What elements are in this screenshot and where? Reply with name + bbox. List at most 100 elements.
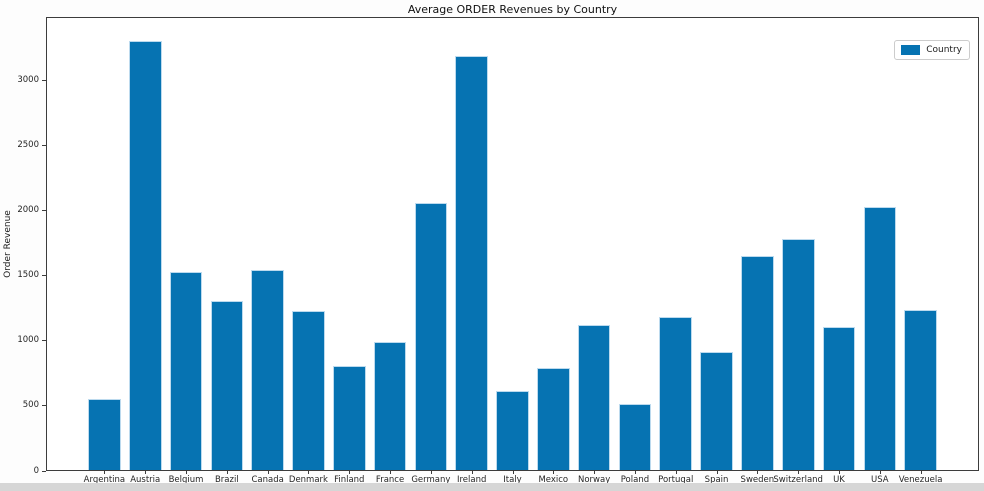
y-tick-label: 2000	[17, 205, 39, 216]
x-tick-mark	[512, 471, 514, 474]
bar-canada	[251, 269, 284, 470]
x-tick-mark	[594, 471, 596, 474]
bar-austria	[128, 41, 162, 470]
x-tick-label-uk: UK	[833, 475, 845, 485]
legend-swatch	[901, 45, 921, 55]
y-tick-label: 0	[33, 465, 39, 476]
x-tick-mark	[226, 471, 228, 474]
y-tick-mark	[42, 405, 46, 407]
bar-slot	[329, 18, 370, 470]
bar-poland	[618, 403, 652, 470]
x-tick-mark	[145, 471, 147, 474]
bar-italy	[496, 391, 529, 470]
x-tick-label-denmark: Denmark	[288, 475, 328, 485]
x-tick-label-belgium: Belgium	[168, 475, 204, 485]
x-tick-label-sweden: Sweden	[740, 475, 775, 485]
bars	[47, 18, 978, 470]
x-tick-label-austria: Austria	[130, 475, 161, 485]
x-tick-mark	[186, 471, 188, 474]
x-tick-label-ireland: Ireland	[456, 475, 487, 485]
x-tick-mark	[920, 471, 922, 474]
bar-germany	[414, 202, 448, 470]
x-tick-label-germany: Germany	[411, 475, 451, 485]
bar-ireland	[455, 56, 489, 470]
y-tick-mark	[42, 210, 46, 212]
x-tick-label-brazil: Brazil	[214, 475, 239, 485]
x-tick-mark	[471, 471, 473, 474]
bar-sweden	[741, 256, 774, 470]
legend-label: Country	[926, 45, 962, 55]
x-tick-mark	[879, 471, 881, 474]
bar-brazil	[210, 301, 244, 470]
bar-finland	[332, 366, 366, 470]
x-tick-label-italy: Italy	[503, 475, 522, 485]
bar-slot	[166, 18, 207, 470]
x-tick-mark	[675, 471, 677, 474]
x-tick-label-argentina: Argentina	[83, 475, 126, 485]
x-tick-mark	[716, 471, 718, 474]
x-tick-label-canada: Canada	[251, 475, 284, 485]
x-tick-label-france: France	[375, 475, 405, 485]
bar-norway	[577, 324, 611, 470]
bar-slot	[451, 18, 492, 470]
x-tick-label-finland: Finland	[334, 475, 365, 485]
bar-slot	[778, 18, 819, 470]
bar-slot	[411, 18, 452, 470]
bar-portugal	[659, 317, 693, 470]
plot-area: Country	[46, 17, 979, 471]
y-tick-label: 3000	[17, 75, 39, 86]
chart-title: Average ORDER Revenues by Country	[407, 3, 618, 16]
bar-slot	[125, 18, 166, 470]
bar-slot	[655, 18, 696, 470]
bar-slot	[819, 18, 860, 470]
x-tick-mark	[798, 471, 800, 474]
y-tick-label: 500	[22, 400, 39, 411]
x-tick-mark	[838, 471, 840, 474]
y-tick-mark	[42, 275, 46, 277]
bar-usa	[863, 207, 897, 470]
x-tick-label-norway: Norway	[577, 475, 611, 485]
y-tick-label: 2500	[17, 140, 39, 151]
bar-slot	[900, 18, 941, 470]
bar-slot	[574, 18, 615, 470]
bar-argentina	[88, 398, 121, 470]
bar-slot	[737, 18, 778, 470]
bottom-strip	[0, 483, 984, 491]
x-tick-label-portugal: Portugal	[658, 475, 694, 485]
bar-slot	[206, 18, 247, 470]
x-tick-mark	[634, 471, 636, 474]
bar-france	[373, 342, 407, 470]
y-tick-mark	[42, 340, 46, 342]
x-tick-label-usa: USA	[870, 475, 889, 485]
x-tick-label-mexico: Mexico	[538, 475, 569, 485]
x-tick-mark	[430, 471, 432, 474]
bar-belgium	[169, 271, 203, 470]
bar-slot	[492, 18, 533, 470]
bar-slot	[247, 18, 288, 470]
y-tick-label: 1500	[17, 270, 39, 281]
x-tick-label-poland: Poland	[620, 475, 650, 485]
y-tick-mark	[42, 80, 46, 82]
bar-slot	[859, 18, 900, 470]
x-tick-label-spain: Spain	[704, 475, 729, 485]
bar-denmark	[292, 310, 325, 470]
x-tick-mark	[349, 471, 351, 474]
bar-slot	[533, 18, 574, 470]
y-axis-label: Order Revenue	[3, 210, 13, 278]
x-tick-mark	[308, 471, 310, 474]
y-tick-mark	[42, 470, 46, 472]
bar-slot	[696, 18, 737, 470]
bar-switzerland	[781, 239, 815, 470]
bar-uk	[822, 326, 856, 470]
x-tick-mark	[553, 471, 555, 474]
bar-slot	[84, 18, 125, 470]
bar-slot	[288, 18, 329, 470]
bar-mexico	[537, 367, 570, 470]
legend: Country	[894, 40, 970, 60]
y-tick-label: 1000	[17, 335, 39, 346]
x-tick-mark	[267, 471, 269, 474]
y-tick-mark	[42, 145, 46, 147]
x-tick-mark	[104, 471, 106, 474]
bar-slot	[615, 18, 656, 470]
